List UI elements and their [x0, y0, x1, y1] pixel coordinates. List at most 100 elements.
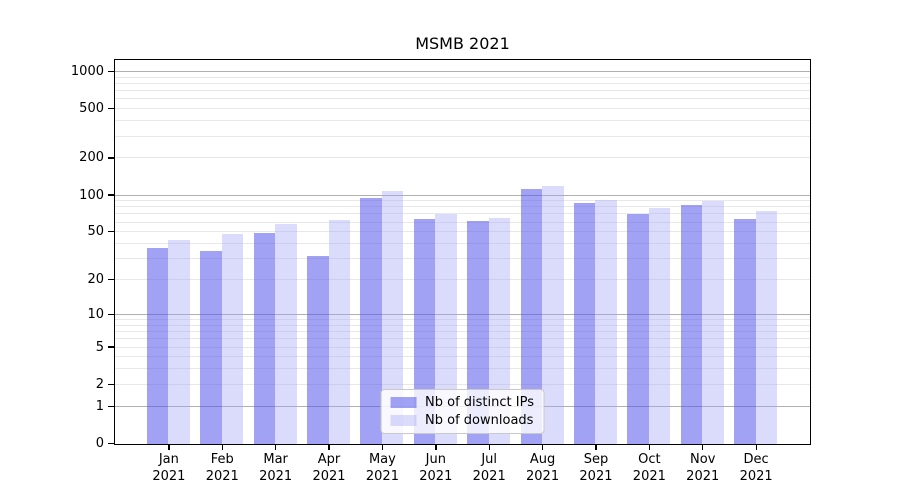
- y-tick-mark: [108, 313, 114, 316]
- legend: Nb of distinct IPs Nb of downloads: [380, 389, 545, 434]
- y-tick-mark: [108, 383, 114, 386]
- bar-nb-of-downloads-oct-2021: [648, 208, 671, 444]
- x-tick-label: Nov 2021: [686, 452, 720, 484]
- gridline-minor: [115, 200, 810, 202]
- gridline-minor: [115, 279, 810, 281]
- y-tick-label: 500: [79, 101, 104, 117]
- gridline-minor: [115, 231, 810, 233]
- gridline-minor: [115, 120, 810, 122]
- gridline-minor: [115, 98, 810, 100]
- gridline-minor: [115, 135, 810, 137]
- y-tick-label: 10: [87, 306, 104, 322]
- x-tick-label: Sep 2021: [579, 452, 613, 484]
- gridline-minor: [115, 324, 810, 326]
- gridline-minor: [115, 108, 810, 110]
- x-tick-label: Apr 2021: [312, 452, 346, 484]
- legend-item-distinct-ips: Nb of distinct IPs: [390, 395, 534, 410]
- y-tick-label: 1000: [70, 64, 104, 79]
- y-tick-mark: [108, 405, 114, 407]
- x-tick-mark: [435, 445, 437, 450]
- bar-nb-of-downloads-jan-2021: [168, 240, 190, 444]
- x-tick-mark: [648, 445, 651, 450]
- bar-nb-of-distinct-ips-may-2021: [360, 197, 382, 444]
- gridline-minor: [115, 90, 810, 92]
- gridline-minor: [115, 356, 810, 358]
- gridline-minor: [115, 243, 810, 245]
- x-tick-mark: [381, 445, 384, 450]
- y-tick-mark: [108, 108, 114, 110]
- y-tick-mark: [108, 278, 114, 281]
- y-tick-mark: [108, 157, 114, 159]
- gridline-minor: [115, 258, 810, 260]
- y-tick-label: 200: [79, 150, 104, 166]
- x-tick-label: Oct 2021: [632, 452, 666, 484]
- gridline-minor: [115, 338, 810, 340]
- x-tick-label: Jul 2021: [472, 452, 506, 484]
- gridline-major: [115, 313, 810, 315]
- y-tick-mark: [108, 231, 114, 233]
- legend-swatch-downloads: [390, 415, 417, 426]
- x-tick-label: Jan 2021: [152, 452, 186, 484]
- x-tick-mark: [221, 445, 223, 450]
- x-tick-label: Aug 2021: [526, 452, 560, 484]
- x-tick-mark: [755, 445, 757, 450]
- bar-nb-of-distinct-ips-jan-2021: [146, 248, 169, 444]
- legend-label-distinct-ips: Nb of distinct IPs: [425, 395, 534, 410]
- bar-nb-of-downloads-nov-2021: [702, 201, 724, 444]
- chart-title: MSMB 2021: [415, 34, 510, 53]
- x-tick-mark: [595, 445, 597, 450]
- gridline-major: [115, 71, 810, 72]
- x-tick-mark: [168, 445, 170, 450]
- gridline-minor: [115, 383, 810, 385]
- y-tick-mark: [108, 346, 114, 348]
- y-tick-label: 100: [79, 187, 104, 203]
- bar-nb-of-downloads-apr-2021: [328, 220, 351, 444]
- bar-nb-of-distinct-ips-mar-2021: [253, 233, 276, 444]
- gridline-minor: [115, 221, 810, 223]
- x-tick-mark: [488, 445, 490, 450]
- x-tick-label: Jun 2021: [419, 452, 453, 484]
- bars-layer: [115, 60, 810, 444]
- y-tick-label: 0: [95, 436, 104, 451]
- bar-nb-of-downloads-feb-2021: [221, 234, 244, 444]
- gridline-minor: [115, 368, 810, 370]
- bar-nb-of-distinct-ips-dec-2021: [734, 219, 756, 444]
- gridline-minor: [115, 157, 810, 159]
- gridline-major: [115, 194, 810, 196]
- gridline-minor: [115, 331, 810, 333]
- grid-layer: [115, 60, 810, 444]
- gridline-minor: [115, 346, 810, 348]
- x-tick-label: Mar 2021: [259, 452, 293, 484]
- x-tick-mark: [702, 445, 704, 450]
- gridline-minor: [115, 76, 810, 78]
- bar-nb-of-distinct-ips-jul-2021: [467, 220, 489, 444]
- x-tick-label: Dec 2021: [739, 452, 773, 484]
- gridline-minor: [115, 213, 810, 215]
- bar-nb-of-distinct-ips-sep-2021: [573, 202, 596, 444]
- x-tick-label: Feb 2021: [205, 452, 239, 484]
- legend-item-downloads: Nb of downloads: [390, 413, 534, 428]
- x-tick-mark: [541, 445, 544, 450]
- y-tick-label: 2: [95, 376, 104, 392]
- y-tick-label: 50: [87, 224, 104, 240]
- gridline-minor: [115, 206, 810, 208]
- x-tick-mark: [275, 445, 277, 450]
- bar-nb-of-distinct-ips-apr-2021: [307, 255, 329, 444]
- bar-nb-of-downloads-mar-2021: [275, 224, 297, 444]
- legend-label-downloads: Nb of downloads: [425, 413, 534, 428]
- x-tick-mark: [328, 445, 330, 450]
- bar-nb-of-downloads-jun-2021: [435, 214, 457, 444]
- bar-nb-of-distinct-ips-aug-2021: [520, 189, 543, 444]
- plot-area: Nb of distinct IPs Nb of downloads: [114, 59, 811, 445]
- bar-nb-of-distinct-ips-jun-2021: [413, 219, 436, 444]
- bar-nb-of-downloads-may-2021: [381, 191, 404, 444]
- y-tick-label: 1: [95, 398, 104, 414]
- gridline-minor: [115, 319, 810, 321]
- bar-nb-of-downloads-jul-2021: [488, 217, 511, 444]
- y-tick-mark: [108, 194, 114, 196]
- legend-swatch-distinct-ips: [390, 397, 417, 408]
- y-tick-label: 20: [87, 272, 104, 288]
- y-tick-mark: [108, 442, 114, 445]
- bar-nb-of-downloads-dec-2021: [755, 210, 778, 444]
